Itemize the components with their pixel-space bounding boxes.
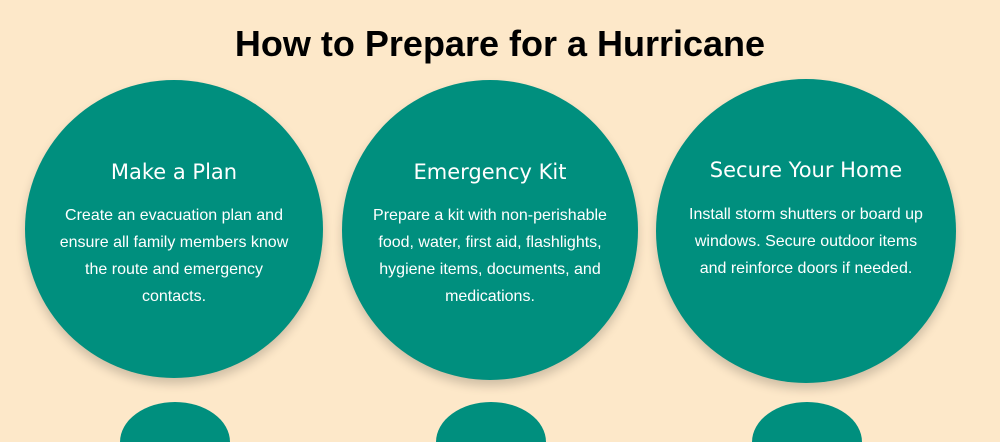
page-title: How to Prepare for a Hurricane — [234, 23, 766, 64]
card-heading: Emergency Kit — [413, 160, 567, 184]
card-secure-your-home: Secure Your Home Install storm shutters … — [656, 79, 956, 383]
card-heading: Secure Your Home — [709, 158, 903, 182]
partial-card-circle — [120, 402, 230, 442]
card-text: Prepare a kit with non-perishable food, … — [373, 207, 607, 305]
card-emergency-kit: Emergency Kit Prepare a kit with non-per… — [342, 80, 638, 380]
card-make-a-plan: Make a Plan Create an evacuation plan an… — [25, 80, 323, 378]
partial-card-circle — [436, 402, 546, 442]
partial-card-circle — [752, 402, 862, 442]
card-heading: Make a Plan — [110, 160, 238, 184]
card-text: Install storm shutters or board up windo… — [689, 206, 923, 277]
card-text: Create an evacuation plan and ensure all… — [59, 207, 289, 305]
